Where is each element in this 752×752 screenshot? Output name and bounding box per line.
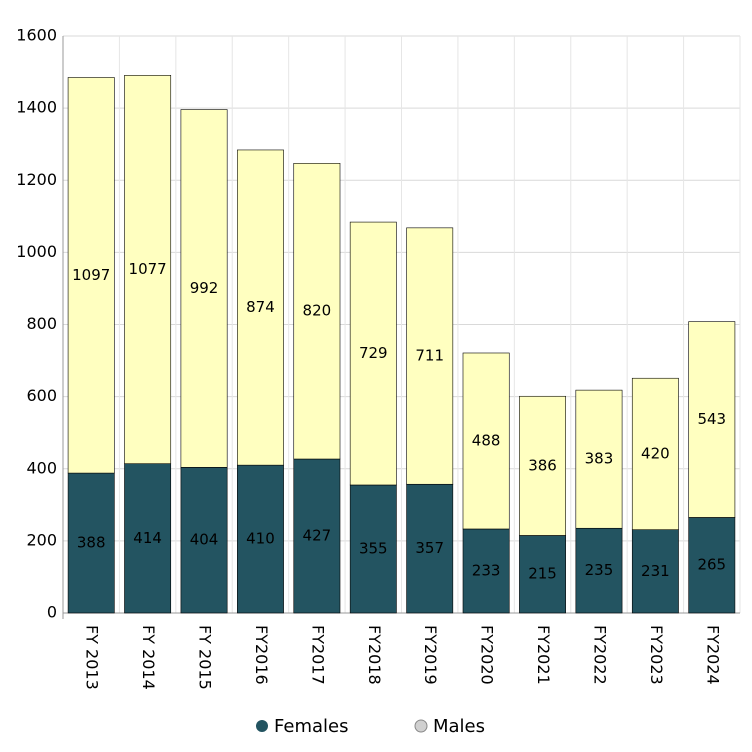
bar-segment	[293, 458, 341, 614]
bar-segment	[575, 527, 623, 614]
value-label: 729	[359, 344, 388, 362]
value-label: 1097	[72, 266, 110, 284]
y-tick-label: 600	[26, 386, 57, 405]
value-label: 404	[190, 531, 219, 549]
legend-marker	[256, 720, 268, 732]
bar-segment	[124, 463, 172, 614]
bar-segment	[124, 75, 172, 465]
value-label: 386	[528, 456, 557, 474]
x-tick-label: FY2024	[703, 625, 722, 685]
x-tick-label: FY 2015	[196, 625, 215, 690]
value-label: 410	[246, 530, 275, 548]
bar-segment	[519, 395, 566, 536]
value-label: 543	[697, 410, 726, 428]
bar-segment	[406, 483, 454, 614]
y-tick-label: 200	[26, 530, 57, 549]
value-label: 383	[585, 450, 614, 468]
value-label: 427	[303, 527, 332, 545]
legend-label: Females	[274, 716, 348, 737]
x-tick-label: FY2020	[478, 625, 497, 685]
x-tick-label: FY2022	[590, 625, 609, 685]
legend-marker	[414, 719, 428, 733]
bar-segment	[349, 221, 397, 486]
bar-segment	[67, 77, 115, 474]
bar-segment	[180, 109, 228, 468]
value-label: 231	[641, 562, 670, 580]
y-tick-label: 1600	[16, 26, 57, 45]
y-tick-label: 1000	[16, 242, 57, 261]
y-tick-label: 800	[26, 314, 57, 333]
value-label: 357	[415, 539, 444, 557]
value-label: 233	[472, 561, 501, 579]
x-tick-label: FY2023	[647, 625, 666, 685]
legend-label: Males	[433, 716, 485, 737]
bar-segment	[293, 163, 341, 460]
value-label: 1077	[129, 260, 167, 278]
x-tick-label: FY2017	[308, 625, 327, 685]
bar-segment	[575, 389, 623, 529]
x-tick-label: FY 2013	[83, 625, 102, 690]
y-tick-label: 0	[47, 603, 57, 622]
value-label: 874	[246, 298, 275, 316]
x-tick-label: FY 2014	[139, 625, 158, 690]
x-tick-label: FY2021	[534, 625, 553, 685]
value-label: 215	[528, 565, 557, 583]
value-label: 235	[585, 561, 614, 579]
bar-segment	[180, 467, 228, 614]
bar-segment	[631, 529, 679, 614]
bar-segment	[237, 464, 284, 614]
bar-segment	[462, 528, 510, 614]
value-label: 820	[303, 302, 332, 320]
y-tick-label: 400	[26, 458, 57, 477]
value-label: 265	[697, 556, 726, 574]
y-tick-label: 1200	[16, 170, 57, 189]
bar-segment	[631, 377, 679, 530]
value-label: 488	[472, 431, 501, 449]
value-label: 414	[133, 529, 162, 547]
bar-segment	[67, 472, 115, 614]
x-tick-label: FY2018	[365, 625, 384, 685]
bar-segment	[519, 535, 566, 614]
x-tick-label: FY2019	[421, 625, 440, 685]
bar-segment	[406, 227, 454, 485]
value-label: 388	[77, 534, 106, 552]
value-label: 992	[190, 279, 219, 297]
y-tick-label: 1400	[16, 98, 57, 117]
value-label: 711	[415, 347, 444, 365]
x-tick-label: FY2016	[252, 625, 271, 685]
bar-segment	[462, 352, 510, 530]
value-label: 420	[641, 444, 670, 462]
bar-segment	[688, 321, 736, 518]
bar-segment	[237, 149, 284, 466]
value-label: 355	[359, 539, 388, 557]
